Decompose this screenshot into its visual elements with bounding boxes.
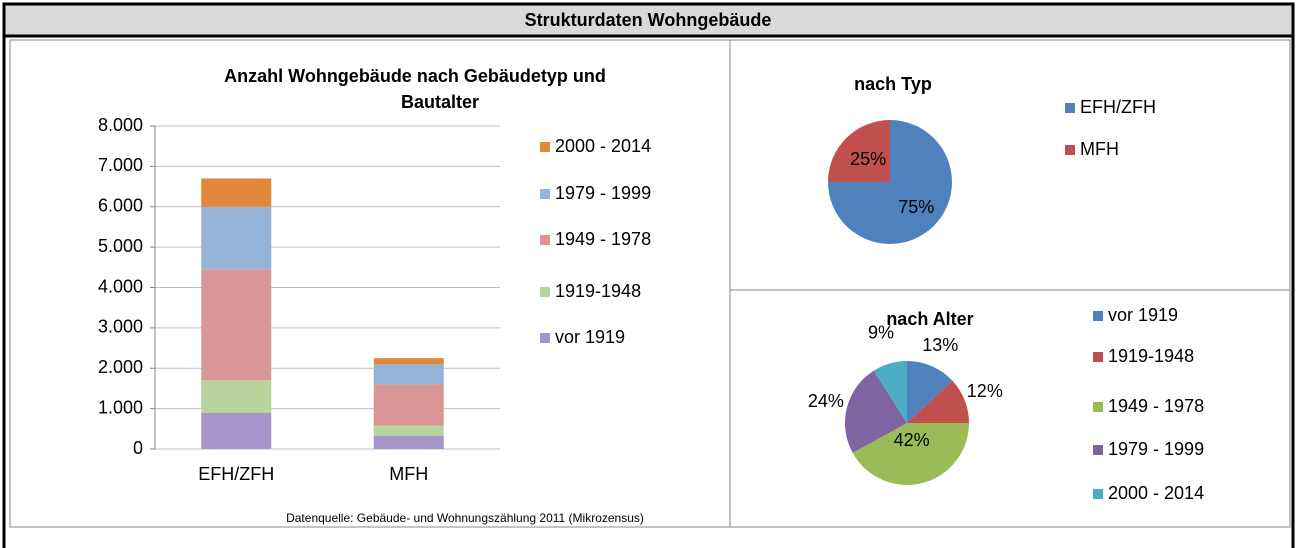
legend-swatch [540, 287, 550, 297]
legend-label: vor 1919 [1108, 305, 1178, 325]
legend-label: 1979 - 1999 [1108, 439, 1204, 459]
data-label: 75% [898, 197, 934, 217]
legend-label: 2000 - 2014 [555, 136, 651, 156]
panel [729, 289, 1291, 528]
y-tick-label: 5.000 [98, 236, 143, 256]
legend-swatch [1093, 489, 1103, 499]
x-tick-label: EFH/ZFH [198, 464, 274, 484]
legend-swatch [540, 333, 550, 343]
header-bar [2, 2, 1295, 38]
legend-swatch [1065, 103, 1075, 113]
y-tick-label: 4.000 [98, 276, 143, 296]
legend-swatch [1093, 402, 1103, 412]
data-label: 12% [967, 381, 1003, 401]
pie-slice [907, 361, 953, 423]
chart-title: nach Alter [886, 309, 973, 329]
legend-label: 1919-1948 [555, 281, 641, 301]
legend-label: 1979 - 1999 [555, 183, 651, 203]
y-tick-label: 2.000 [98, 357, 143, 377]
pie-slice [873, 361, 907, 423]
legend-swatch [1093, 311, 1103, 321]
bar-segment [373, 435, 444, 449]
pie-slice [852, 423, 969, 485]
pie-slice [828, 120, 890, 182]
legend-label: 1949 - 1978 [1108, 396, 1204, 416]
legend-label: 2000 - 2014 [1108, 483, 1204, 503]
legend-label: EFH/ZFH [1080, 97, 1156, 117]
legend-label: MFH [1080, 139, 1119, 159]
legend-label: vor 1919 [555, 327, 625, 347]
bar-segment [373, 364, 444, 385]
data-label: 13% [922, 335, 958, 355]
legend-swatch [1065, 145, 1075, 155]
bar-segment [201, 380, 272, 413]
legend-swatch [540, 142, 550, 152]
y-tick-label: 7.000 [98, 155, 143, 175]
legend-swatch [540, 235, 550, 245]
x-tick-label: MFH [389, 464, 428, 484]
legend-label: 1949 - 1978 [555, 229, 651, 249]
data-label: 9% [868, 322, 894, 342]
legend-swatch [540, 189, 550, 199]
bar-segment [201, 269, 272, 381]
y-tick-label: 0 [133, 438, 143, 458]
source-note: Datenquelle: Gebäude- und Wohnungszählun… [286, 511, 644, 525]
y-tick-label: 3.000 [98, 317, 143, 337]
data-label: 42% [894, 430, 930, 450]
legend-swatch [1093, 352, 1103, 362]
legend-swatch [1093, 445, 1103, 455]
data-label: 24% [808, 391, 844, 411]
bar-segment [373, 358, 444, 365]
bar-segment [201, 412, 272, 449]
legend-label: 1919-1948 [1108, 346, 1194, 366]
data-label: 25% [850, 149, 886, 169]
bar-segment [201, 206, 272, 270]
panel [9, 39, 731, 528]
bar-segment [373, 384, 444, 426]
y-tick-label: 6.000 [98, 196, 143, 216]
panel [729, 39, 1291, 291]
bar-segment [373, 425, 444, 436]
header-title: Strukturdaten Wohngebäude [525, 10, 772, 30]
bar-segment [201, 178, 272, 207]
y-tick-label: 1.000 [98, 397, 143, 417]
pie-slice [907, 380, 969, 423]
y-tick-label: 8.000 [98, 115, 143, 135]
chart-title: Anzahl Wohngebäude nach Gebäudetyp und Ba… [224, 66, 606, 112]
pie-slice [845, 370, 907, 453]
chart-title: nach Typ [854, 74, 932, 94]
